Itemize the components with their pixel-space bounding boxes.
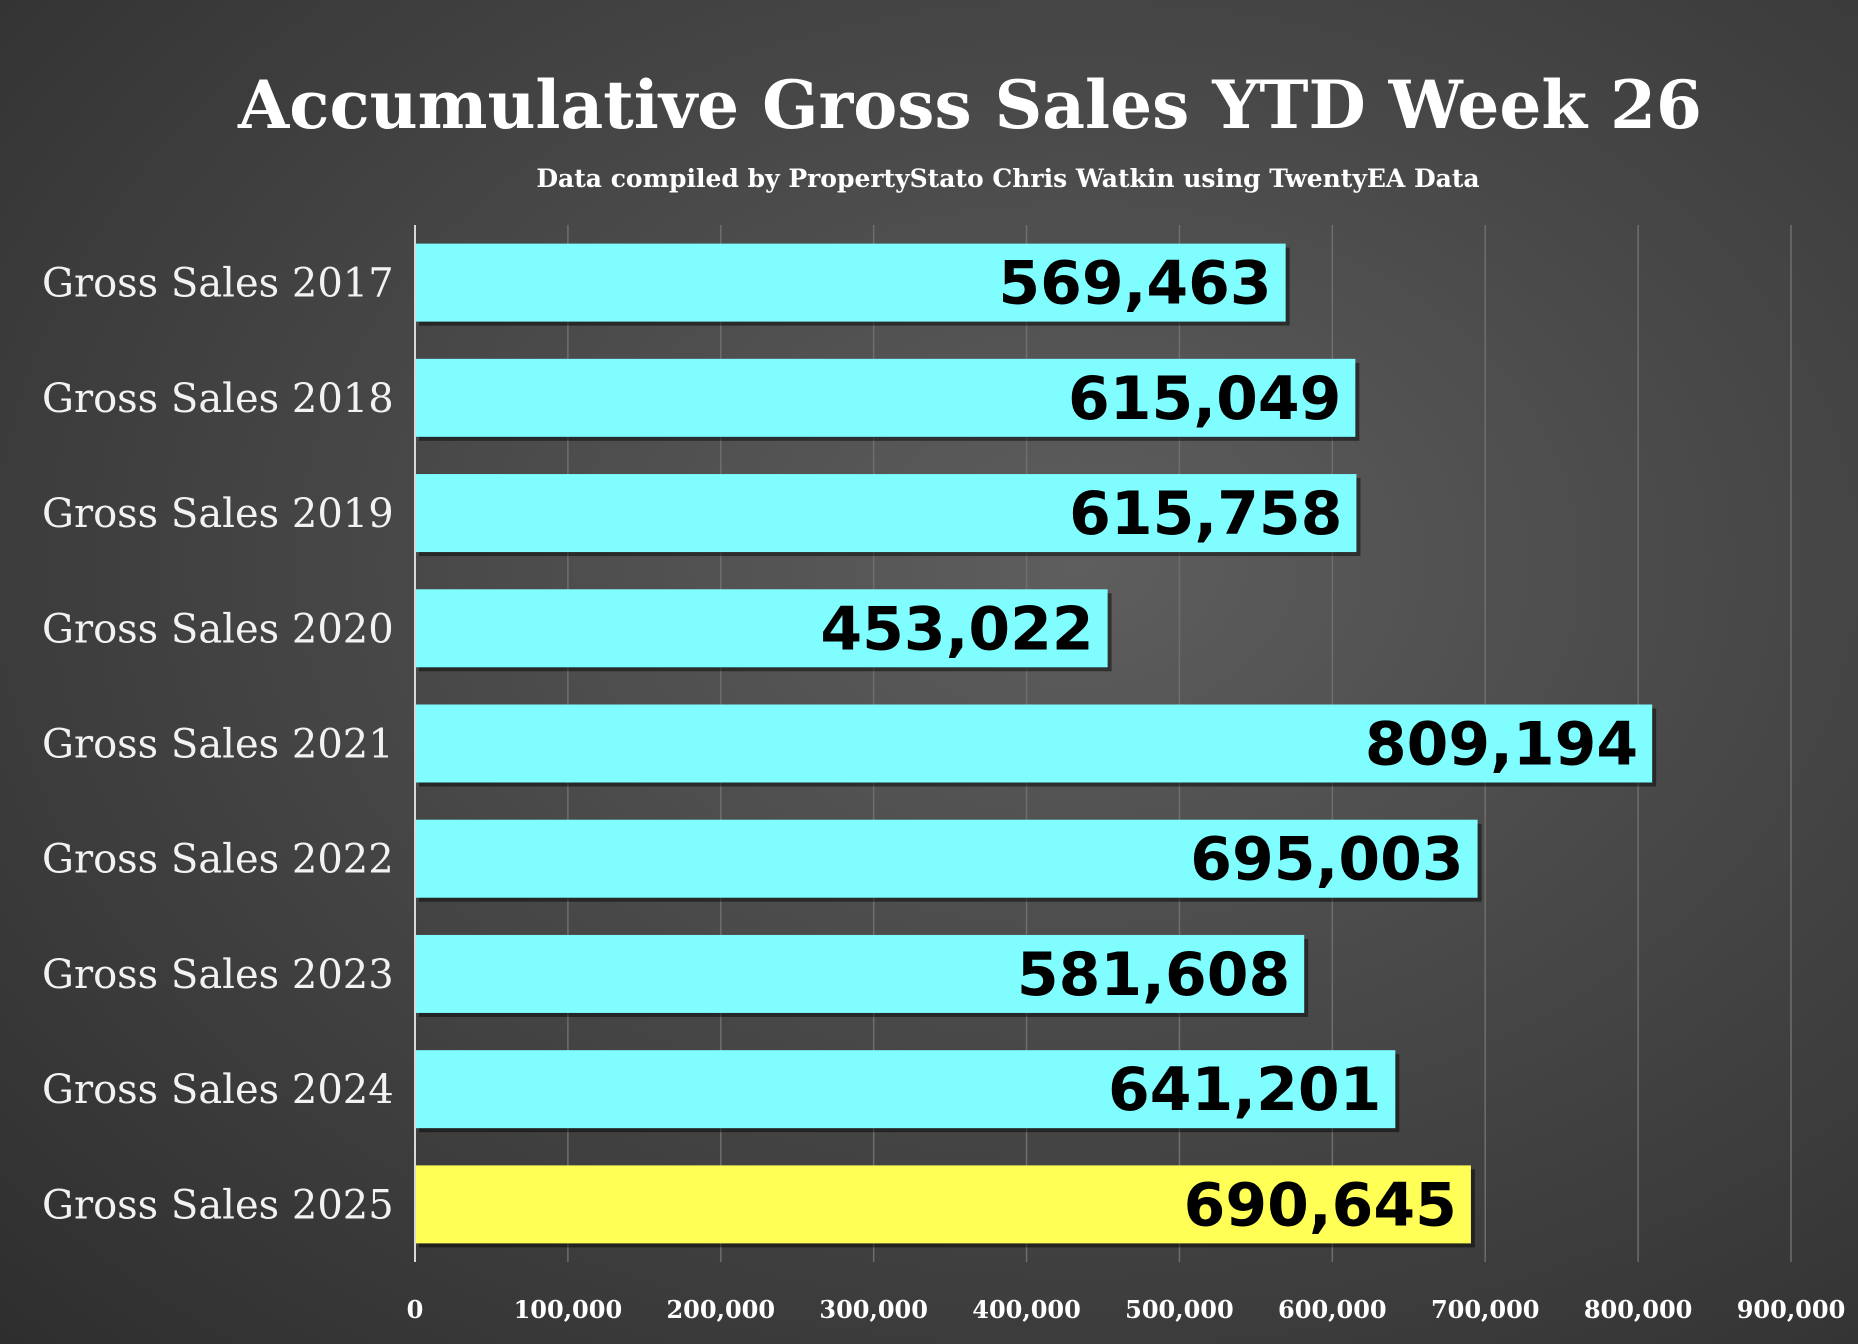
bar-value-label: 690,645 [1184,1170,1457,1240]
bar-value-label: 569,463 [998,249,1271,319]
x-tick-label: 200,000 [666,1295,775,1324]
category-label: Gross Sales 2017 [42,261,394,307]
x-tick-label: 100,000 [514,1295,623,1324]
x-tick-label: 300,000 [819,1295,928,1324]
category-label: Gross Sales 2024 [42,1067,394,1113]
category-label: Gross Sales 2019 [42,491,394,537]
bar [415,1165,1471,1244]
bar [415,934,1305,1013]
category-label: Gross Sales 2018 [42,376,394,422]
bars: 569,463 615,049 615,758 453,022 809,194 695,0… [415,243,1657,1248]
bar-value-label: 615,049 [1068,364,1341,434]
x-tick-label: 600,000 [1278,1295,1387,1324]
bar-value-label: 695,003 [1190,825,1463,895]
bar [415,819,1478,898]
x-tick-label: 500,000 [1125,1295,1234,1324]
bar-value-label: 641,201 [1108,1055,1381,1125]
bar-value-label: 809,194 [1365,710,1638,780]
category-label: Gross Sales 2021 [42,722,394,768]
bar [415,358,1356,437]
x-tick-label: 0 [407,1295,424,1324]
bar [415,243,1286,322]
bar [415,704,1653,783]
bar-value-label: 581,608 [1017,940,1290,1010]
bar [415,474,1357,553]
bar [415,1050,1396,1129]
category-label: Gross Sales 2023 [42,952,394,998]
x-axis: 0 100,000 200,000 300,000 400,000 500,000 600,… [42,225,1845,1324]
category-label: Gross Sales 2020 [42,606,394,652]
chart-subtitle: Data compiled by PropertyStato Chris Wat… [536,164,1479,193]
category-label: Gross Sales 2025 [42,1182,394,1228]
bar-value-label: 615,758 [1069,479,1342,549]
bar [415,589,1108,668]
x-tick-label: 700,000 [1431,1295,1540,1324]
bar-value-label: 453,022 [820,594,1093,664]
category-label: Gross Sales 2022 [42,837,394,883]
x-tick-label: 800,000 [1584,1295,1693,1324]
chart-title: Accumulative Gross Sales YTD Week 26 [237,66,1702,144]
x-tick-label: 900,000 [1737,1295,1846,1324]
x-tick-label: 400,000 [972,1295,1081,1324]
